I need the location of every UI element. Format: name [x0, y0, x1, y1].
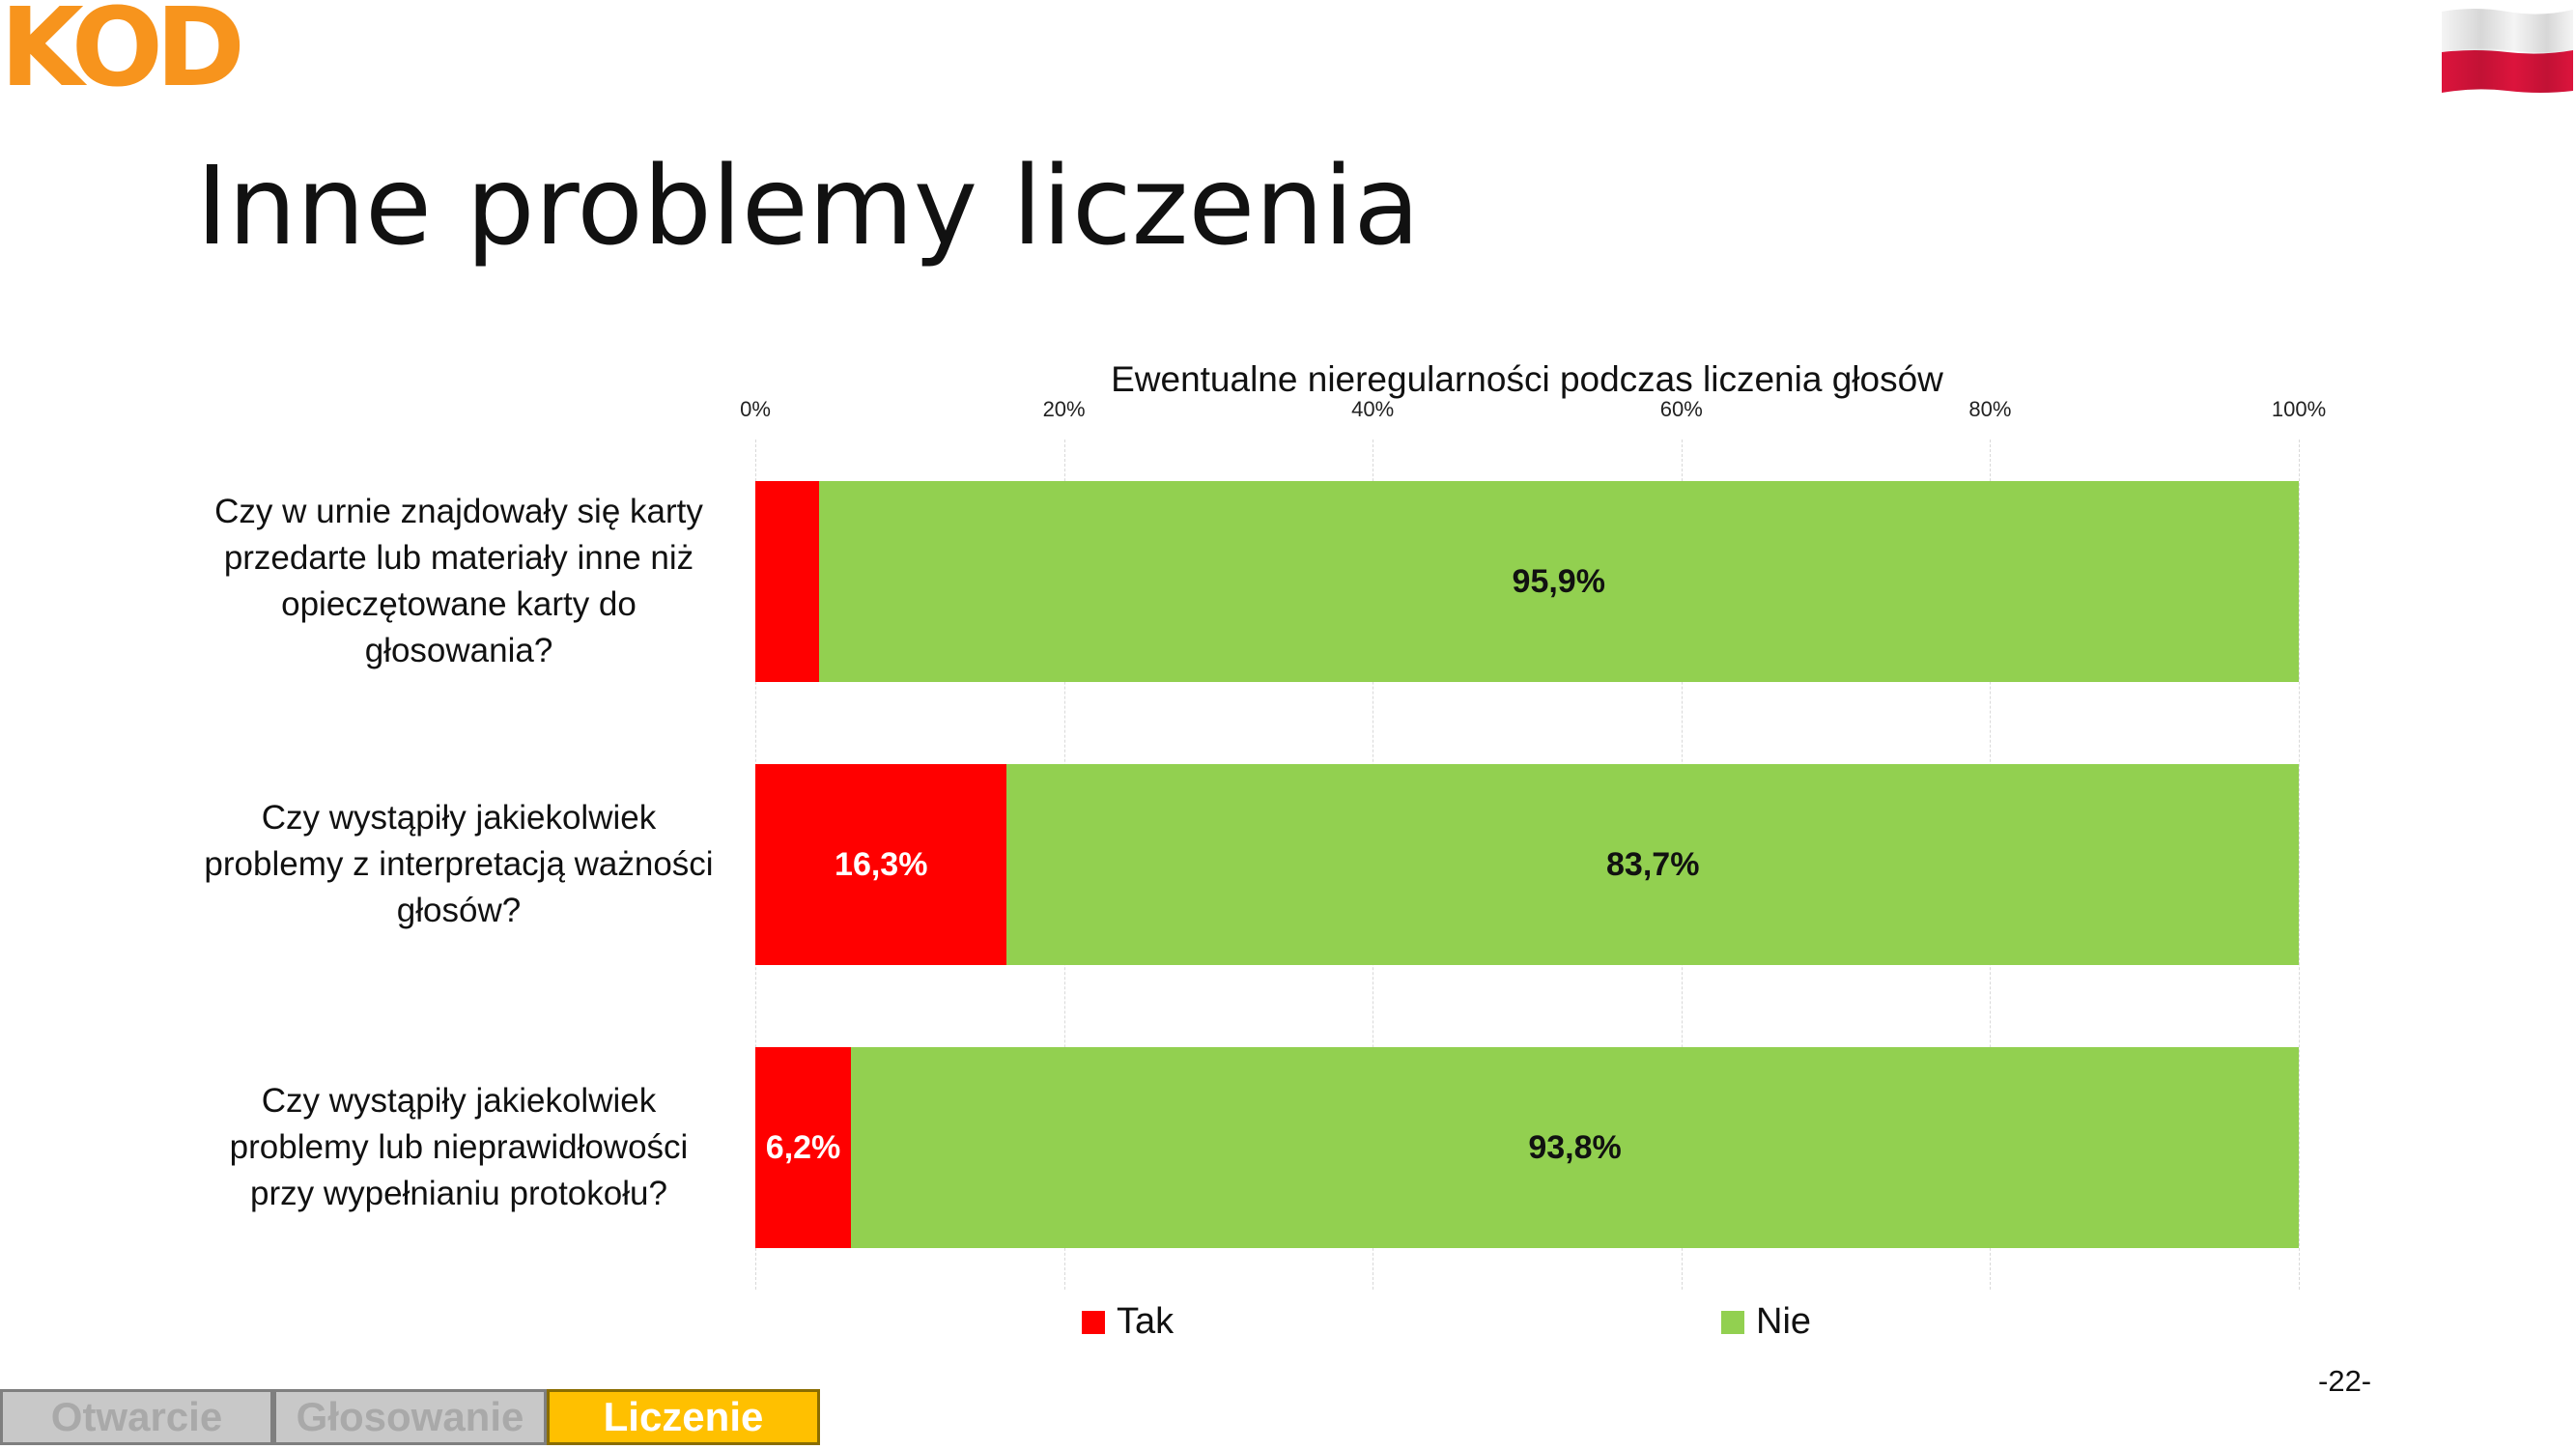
legend-item-nie: Nie: [1721, 1301, 1811, 1343]
x-tick-label: 20%: [1042, 397, 1086, 421]
bar-value-label: 6,2%: [765, 1128, 841, 1166]
bar-segment-tak: 16,3%: [755, 764, 1007, 965]
category-label: Czy w urnie znajdowały się karty przedar…: [214, 493, 703, 669]
chart-title: Ewentualne nieregularności podczas licze…: [1111, 359, 1943, 399]
legend-label-nie: Nie: [1756, 1301, 1812, 1342]
category-label: Czy wystąpiły jakiekolwiek problemy z in…: [204, 799, 714, 929]
gridline: [2299, 440, 2300, 1290]
bar-segment-nie: 95,9%: [818, 481, 2299, 682]
x-tick-label: 100%: [2271, 397, 2327, 421]
legend-swatch-nie: [1721, 1310, 1744, 1334]
x-tick-label: 0%: [740, 397, 771, 421]
x-tick-label: 40%: [1351, 397, 1395, 421]
bar-segment-nie: 83,7%: [1006, 764, 2299, 965]
nav-tab-otwarcie[interactable]: Otwarcie: [0, 1389, 273, 1445]
page-number: -22-: [2318, 1364, 2372, 1398]
x-tick-label: 60%: [1659, 397, 1703, 421]
x-tick-label: 80%: [1968, 397, 2012, 421]
legend-label-tak: Tak: [1117, 1301, 1175, 1342]
nav-tab-glosowanie[interactable]: Głosowanie: [273, 1389, 547, 1445]
bar-value-label: 16,3%: [835, 845, 928, 883]
slide-title: Inne problemy liczenia: [196, 144, 1421, 270]
bar-segment-nie: 93,8%: [851, 1047, 2299, 1248]
chart-plot-area: 95,9% 16,3% 83,7% 6,2% 93,8%: [755, 440, 2300, 1290]
poland-flag-icon: [2442, 9, 2573, 93]
legend-swatch-tak: [1082, 1310, 1105, 1334]
bar-segment-tak: 6,2%: [755, 1047, 852, 1248]
bar-value-label: 93,8%: [1528, 1128, 1622, 1166]
bar-value-label: 95,9%: [1512, 562, 1605, 600]
nav-tab-liczenie[interactable]: Liczenie: [547, 1389, 820, 1445]
category-label: Czy wystąpiły jakiekolwiek problemy lub …: [229, 1082, 689, 1212]
bar-value-label: 83,7%: [1606, 845, 1700, 883]
section-nav: Otwarcie Głosowanie Liczenie: [0, 1389, 820, 1445]
kod-logo: KOD: [0, 0, 245, 111]
bar-segment-tak: [755, 481, 819, 682]
legend-item-tak: Tak: [1082, 1301, 1174, 1343]
